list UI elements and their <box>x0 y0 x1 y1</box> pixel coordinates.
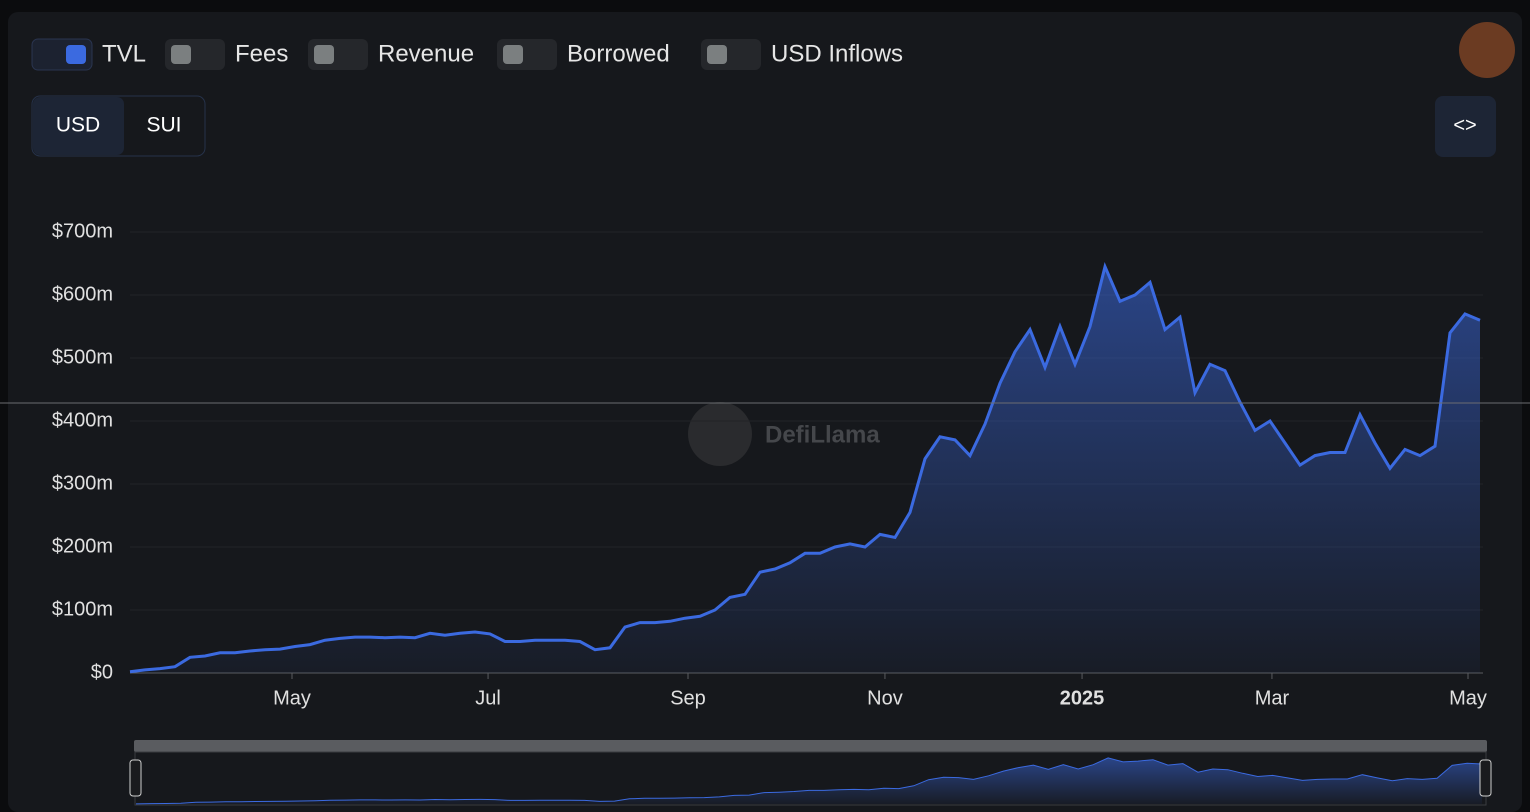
avatar[interactable] <box>1459 22 1515 78</box>
area <box>130 266 1480 673</box>
toggle-label[interactable]: Fees <box>235 40 288 67</box>
currency-button[interactable]: USD <box>56 114 100 137</box>
line <box>129 262 1481 674</box>
x-tick-label: Nov <box>867 687 903 709</box>
embed-button[interactable] <box>1435 96 1496 157</box>
y-tick-label: $200m <box>52 535 113 557</box>
x-tick-label: May <box>1449 687 1487 709</box>
toggle-group: Fees Revenue Borrowed USD Inflows <box>165 39 903 70</box>
toggle-label[interactable]: USD Inflows <box>771 40 903 67</box>
plot: $0 $100m $200m $300m $400m $500m $600m $700m May… <box>52 220 1487 709</box>
y-tick-label: $700m <box>52 220 113 242</box>
x-tick-label: 2025 <box>1060 687 1105 709</box>
toggle-label[interactable]: Revenue <box>378 40 474 67</box>
embed-icon: <> <box>1453 114 1476 136</box>
brush-chart <box>135 757 1483 805</box>
toggle-label[interactable]: Borrowed <box>567 40 670 67</box>
toggle-knob <box>171 45 191 64</box>
watermark-logo <box>688 402 752 466</box>
y-tick-label: $500m <box>52 346 113 368</box>
currency-active <box>33 97 124 155</box>
y-tick-label: $300m <box>52 472 113 494</box>
line <box>135 757 1483 805</box>
toggle-knob <box>66 45 86 64</box>
y-tick-label: $400m <box>52 409 113 431</box>
toggle-knob <box>314 45 334 64</box>
toggle-knob <box>707 45 727 64</box>
x-tick-label: Sep <box>670 687 706 709</box>
y-tick-label: $0 <box>91 661 113 683</box>
brush-handle[interactable] <box>129 759 142 797</box>
currency-button[interactable]: SUI <box>146 114 181 137</box>
y-tick-label: $100m <box>52 598 113 620</box>
brush-bar[interactable] <box>134 740 1487 752</box>
area <box>136 757 1482 804</box>
panel <box>8 12 1522 812</box>
legend-label[interactable]: TVL <box>102 40 146 67</box>
x-tick-label: Jul <box>475 687 501 709</box>
brush-handle[interactable] <box>1479 759 1492 797</box>
x-tick-label: May <box>273 687 311 709</box>
y-tick-label: $600m <box>52 283 113 305</box>
watermark: DefiLlama <box>765 421 880 448</box>
x-tick-label: Mar <box>1255 687 1290 709</box>
toggle-knob <box>503 45 523 64</box>
